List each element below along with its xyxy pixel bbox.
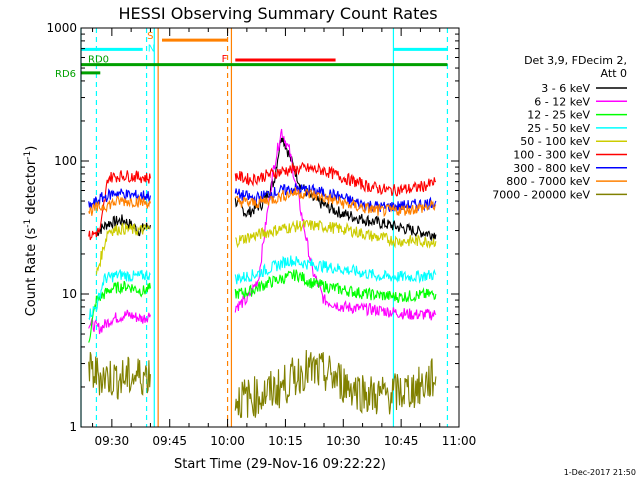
y-tick-label: 1000 [46,21,77,35]
legend-label: 25 - 50 keV [527,122,590,135]
series-line-25-50keV [234,255,437,285]
series-line-12-25keV [234,269,437,303]
x-tick-label: 11:00 [442,434,477,448]
series-line-12-25keV [88,280,151,343]
y-tick-label: 100 [54,154,77,168]
chart-title: HESSI Observing Summary Count Rates [118,4,437,23]
legend-label: 50 - 100 keV [520,135,590,148]
marker-label-rd0: RD0 [88,55,109,66]
legend-label: 12 - 25 keV [527,109,590,122]
plot-frame [80,27,460,428]
x-tick-label: 10:30 [326,434,361,448]
series-line-6-12keV [88,309,151,335]
series-line-300-800keV [234,183,437,212]
marker-label-f: F [222,54,228,65]
plot-area: RD0 RD6 NS F [55,28,449,427]
legend-label: 6 - 12 keV [534,95,590,108]
legend-label: 300 - 800 keV [513,162,590,175]
y-axis-label: Count Rate (s-1 detector-1) [23,146,39,317]
series-line-100-300keV [234,161,436,197]
series-line-25-50keV [88,269,151,321]
series-line-50-100keV [235,219,437,249]
legend-label: 100 - 300 keV [513,149,590,162]
legend-label: 3 - 6 keV [541,82,590,95]
y-tick-label: 1 [69,420,77,434]
legend-title-line2: Att 0 [601,67,627,80]
y-tick-label: 10 [62,287,77,301]
series-line-800-7000keV [88,195,151,216]
marker-label-rd6: RD6 [55,69,76,80]
legend-title-line1: Det 3,9, FDecim 2, [524,54,627,67]
marker-label-n: N [148,43,155,54]
x-tick-label: 10:15 [268,434,303,448]
x-tick-label: 09:45 [152,434,187,448]
footer-date: 1-Dec-2017 21:50 [564,468,636,477]
x-tick-label: 10:00 [210,434,245,448]
legend-label: 800 - 7000 keV [506,175,590,188]
x-axis-label: Start Time (29-Nov-16 09:22:22) [174,457,386,472]
series-line-7000-20000keV [234,349,437,419]
series-line-7000-20000keV [88,351,151,400]
legend-label: 7000 - 20000 keV [492,188,590,201]
series-line-800-7000keV [234,187,437,218]
marker-label-s: S [147,31,153,42]
axis-ticks: 1 10 100 1000 09:30 09:45 10:00 10:15 10:30 10:45… [46,21,476,448]
x-tick-label: 09:30 [95,434,130,448]
series-line-100-300keV [88,170,151,241]
x-tick-label: 10:45 [384,434,419,448]
series-line-50-100keV [95,222,151,275]
